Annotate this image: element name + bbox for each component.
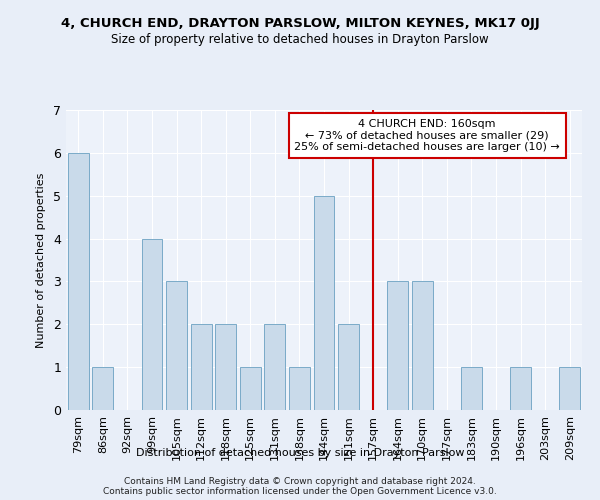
Bar [559, 367, 580, 410]
Bar [142, 238, 163, 410]
Bar [338, 324, 359, 410]
Text: Contains public sector information licensed under the Open Government Licence v3: Contains public sector information licen… [103, 486, 497, 496]
Text: Distribution of detached houses by size in Drayton Parslow: Distribution of detached houses by size … [136, 448, 464, 458]
Bar [68, 153, 89, 410]
Text: 4, CHURCH END, DRAYTON PARSLOW, MILTON KEYNES, MK17 0JJ: 4, CHURCH END, DRAYTON PARSLOW, MILTON K… [61, 18, 539, 30]
Bar [412, 282, 433, 410]
Bar [240, 367, 261, 410]
Bar [166, 282, 187, 410]
Bar [92, 367, 113, 410]
Bar [510, 367, 531, 410]
Bar [314, 196, 334, 410]
Bar [265, 324, 286, 410]
Text: Size of property relative to detached houses in Drayton Parslow: Size of property relative to detached ho… [111, 32, 489, 46]
Bar [461, 367, 482, 410]
Text: Contains HM Land Registry data © Crown copyright and database right 2024.: Contains HM Land Registry data © Crown c… [124, 476, 476, 486]
Text: 4 CHURCH END: 160sqm
← 73% of detached houses are smaller (29)
25% of semi-detac: 4 CHURCH END: 160sqm ← 73% of detached h… [295, 119, 560, 152]
Bar [191, 324, 212, 410]
Bar [289, 367, 310, 410]
Y-axis label: Number of detached properties: Number of detached properties [36, 172, 46, 348]
Bar [215, 324, 236, 410]
Bar [387, 282, 408, 410]
